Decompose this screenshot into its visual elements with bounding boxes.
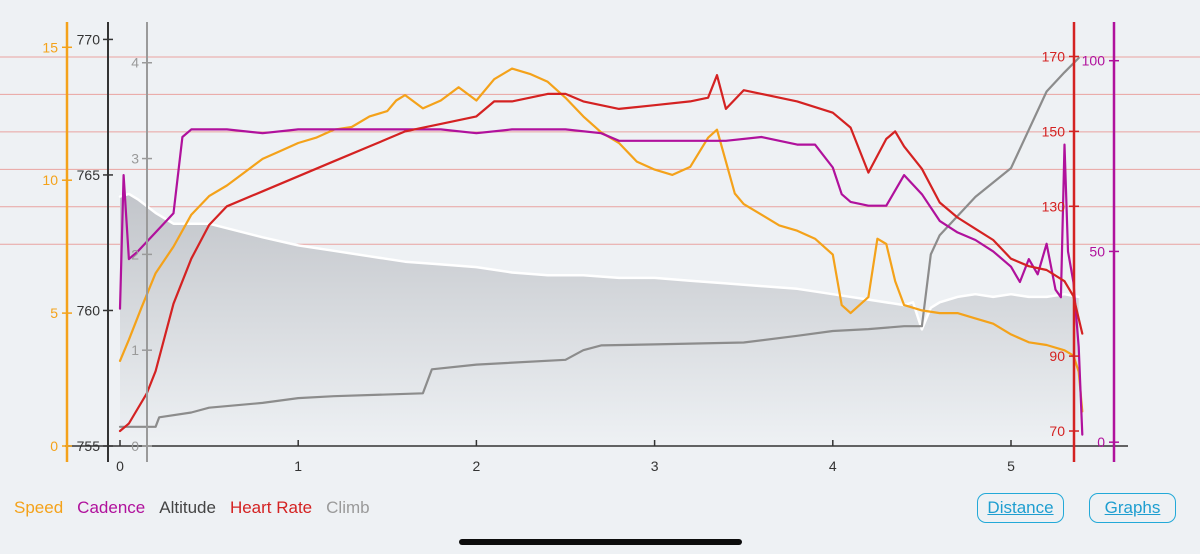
speed-tick-label: 15 [42, 39, 58, 55]
altitude-tick-label: 760 [77, 302, 101, 318]
cadence-tick-label: 100 [1082, 53, 1106, 69]
heartrate-tick-label: 150 [1042, 123, 1066, 139]
altitude-tick-label: 765 [77, 167, 101, 183]
legend-heart-rate: Heart Rate [229, 498, 313, 517]
x-tick-label: 4 [829, 458, 837, 474]
x-tick-label: 2 [473, 458, 481, 474]
cadence-tick-label: 0 [1097, 434, 1105, 450]
altitude-area [120, 193, 1079, 446]
legend-altitude: Altitude [159, 498, 216, 517]
distance-button[interactable]: Distance [977, 493, 1064, 523]
climb-tick-label: 1 [131, 342, 139, 358]
heartrate-tick-label: 70 [1049, 423, 1065, 439]
speed-tick-label: 0 [50, 438, 58, 454]
heartrate-tick-label: 130 [1042, 198, 1066, 214]
altitude-tick-label: 770 [77, 31, 101, 47]
x-tick-label: 3 [651, 458, 659, 474]
legend-cadence: Cadence [77, 498, 146, 517]
x-tick-label: 5 [1007, 458, 1015, 474]
climb-tick-label: 4 [131, 55, 139, 71]
x-tick-label: 1 [294, 458, 302, 474]
climb-tick-label: 3 [131, 151, 139, 167]
series-climb [118, 56, 1080, 428]
home-indicator[interactable] [459, 539, 742, 545]
heartrate-tick-label: 170 [1042, 48, 1066, 64]
series-heart-rate [118, 74, 1084, 433]
legend-climb: Climb [326, 498, 370, 517]
chart-legend: Speed Cadence Altitude Heart Rate Climb [14, 498, 370, 518]
combined-chart: 0 1 2 3 4 50510157557607657700123470901301501… [0, 22, 1200, 474]
cadence-tick-label: 50 [1089, 243, 1105, 259]
series-cadence [118, 128, 1084, 436]
speed-tick-label: 5 [50, 305, 58, 321]
series-speed [118, 67, 1084, 413]
heartrate-tick-label: 90 [1049, 348, 1065, 364]
series-altitude [118, 192, 1080, 331]
x-tick-label: 0 [116, 458, 124, 474]
speed-tick-label: 10 [42, 172, 58, 188]
altitude-tick-label: 755 [77, 438, 101, 454]
climb-tick-label: 0 [131, 438, 139, 454]
climb-tick-label: 2 [131, 246, 139, 262]
legend-speed: Speed [14, 498, 64, 517]
graphs-button[interactable]: Graphs [1089, 493, 1176, 523]
